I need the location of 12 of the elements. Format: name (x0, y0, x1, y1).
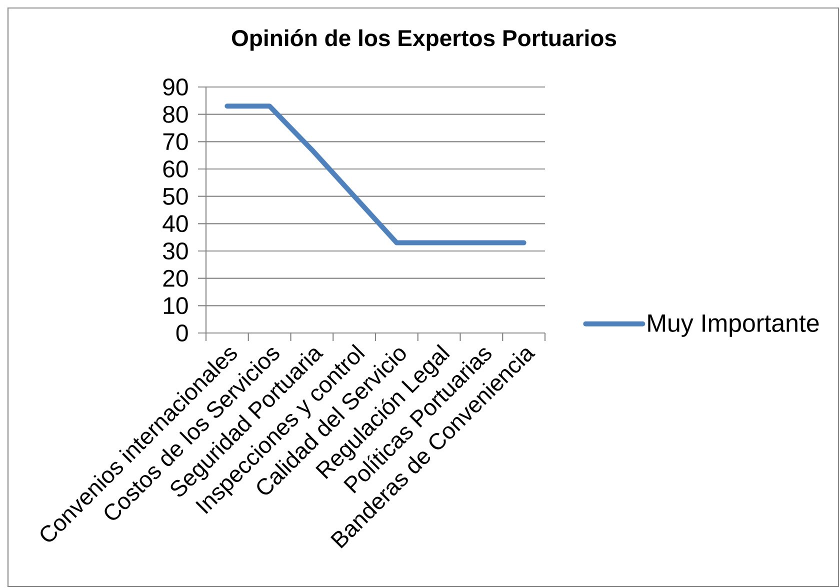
y-tick-label: 40 (162, 215, 188, 232)
y-tick-label: 90 (163, 78, 188, 96)
y-tick-label: 30 (163, 242, 188, 260)
y-tick-label: 60 (163, 160, 188, 178)
y-tick-label: 0 (176, 324, 188, 342)
chart-title: Opinión de los Expertos Portuarios (232, 29, 616, 51)
y-tick-label: 50 (163, 188, 188, 205)
legend-label: Muy Importante (648, 314, 819, 337)
y-tick-label: 10 (164, 297, 188, 314)
y-tick-label: 80 (163, 106, 188, 123)
y-tick-label: 70 (163, 133, 188, 150)
y-tick-label: 20 (163, 270, 188, 287)
